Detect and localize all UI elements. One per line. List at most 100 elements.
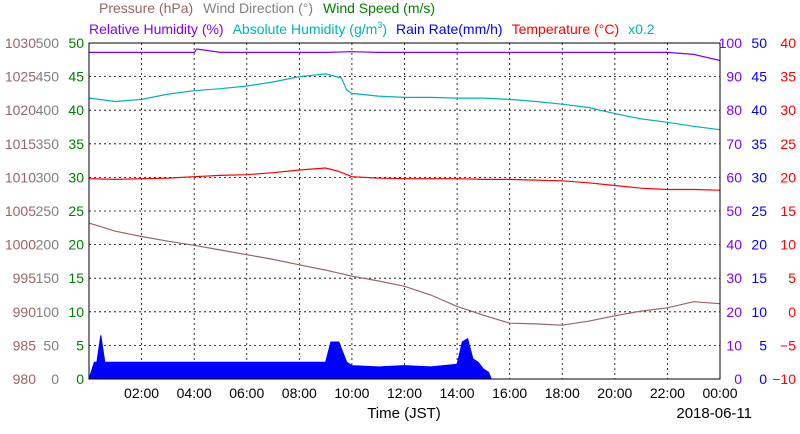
- tick-label-temperature: 10: [780, 237, 796, 253]
- series-rain-rate-mm-h: [88, 335, 615, 380]
- tick-label-temperature: 0: [788, 304, 796, 320]
- x-tick-label: 00:00: [702, 385, 737, 401]
- series-relative-humidity: [89, 48, 721, 62]
- plot-frame: [88, 42, 721, 380]
- tick-label-rain-rate: 5: [759, 337, 767, 353]
- tick-label-wind-direction: 250: [36, 203, 60, 219]
- tick-label-wind-speed: 40: [68, 102, 84, 118]
- tick-label-pressure: 1015: [5, 136, 36, 152]
- x-tick-label: 04:00: [177, 385, 212, 401]
- x-tick-label: 08:00: [282, 385, 317, 401]
- tick-label-pressure: 995: [13, 270, 37, 286]
- tick-label-temperature: 20: [780, 169, 796, 185]
- tick-label-wind-direction: 350: [36, 136, 60, 152]
- tick-label-wind-direction: 200: [36, 237, 60, 253]
- tick-label-relative-humidity: 50: [726, 203, 742, 219]
- tick-label-rain-rate: 40: [751, 102, 767, 118]
- legend-entry: Wind Speed (m/s): [323, 0, 435, 16]
- tick-label-relative-humidity: 20: [726, 304, 742, 320]
- tick-label-relative-humidity: 30: [726, 270, 742, 286]
- tick-label-pressure: 1005: [5, 203, 36, 219]
- x-axis-label: Time (JST): [367, 405, 441, 422]
- tick-label-wind-direction: 300: [36, 169, 60, 185]
- tick-label-pressure: 980: [13, 371, 37, 387]
- tick-label-wind-speed: 25: [68, 203, 84, 219]
- tick-label-relative-humidity: 10: [726, 337, 742, 353]
- tick-label-wind-direction: 400: [36, 102, 60, 118]
- tick-label-temperature: −5: [780, 337, 796, 353]
- x-tick-label: 22:00: [650, 385, 685, 401]
- date-label: 2018-06-11: [676, 405, 752, 422]
- tick-label-relative-humidity: 0: [734, 371, 742, 387]
- plot-area: [88, 48, 721, 380]
- tick-label-temperature: 15: [780, 203, 796, 219]
- series-temperature-c: [88, 167, 721, 191]
- legend-entry: Pressure (hPa): [99, 0, 193, 16]
- tick-label-rain-rate: 20: [751, 237, 767, 253]
- tick-label-wind-speed: 45: [68, 69, 84, 85]
- tick-label-wind-direction: 500: [36, 35, 60, 51]
- tick-label-relative-humidity: 60: [726, 169, 742, 185]
- x-tick-label: 02:00: [124, 385, 159, 401]
- legend-entry: x0.2: [628, 21, 655, 37]
- x-tick-label: 12:00: [387, 385, 422, 401]
- x-tick-label: 18:00: [545, 385, 580, 401]
- series-pressure-hpa: [88, 222, 721, 326]
- tick-label-pressure: 1020: [5, 102, 36, 118]
- tick-label-relative-humidity: 100: [719, 35, 743, 51]
- tick-label-rain-rate: 15: [751, 270, 767, 286]
- tick-label-wind-speed: 5: [76, 337, 84, 353]
- tick-label-pressure: 1030: [5, 35, 36, 51]
- series-absolute-humidity: [88, 73, 721, 131]
- tick-label-wind-speed: 30: [68, 169, 84, 185]
- tick-label-relative-humidity: 80: [726, 102, 742, 118]
- tick-label-pressure: 1010: [5, 169, 36, 185]
- right-axes: 0102030405060708090100051015202530354045…: [719, 35, 797, 387]
- tick-label-pressure: 985: [13, 337, 37, 353]
- tick-label-wind-speed: 15: [68, 270, 84, 286]
- tick-label-wind-speed: 0: [76, 371, 84, 387]
- tick-label-pressure: 1000: [5, 237, 36, 253]
- x-tick-label: 16:00: [492, 385, 527, 401]
- tick-label-rain-rate: 50: [751, 35, 767, 51]
- tick-label-wind-speed: 35: [68, 136, 84, 152]
- tick-label-relative-humidity: 40: [726, 237, 742, 253]
- tick-label-rain-rate: 45: [751, 69, 767, 85]
- x-tick-label: 20:00: [597, 385, 632, 401]
- tick-label-wind-direction: 0: [51, 371, 59, 387]
- tick-label-wind-speed: 10: [68, 304, 84, 320]
- legend: Pressure (hPa) Wind Direction (°) Wind Spe…: [89, 0, 655, 37]
- tick-label-pressure: 1025: [5, 69, 36, 85]
- legend-entry: Rain Rate(mm/h): [396, 21, 503, 37]
- tick-label-temperature: 5: [788, 270, 796, 286]
- tick-label-rain-rate: 10: [751, 304, 767, 320]
- x-tick-label: 14:00: [440, 385, 475, 401]
- legend-entry: Wind Direction (°): [203, 0, 313, 16]
- legend-entry: Absolute Humidity (g/m3): [233, 20, 387, 37]
- tick-label-temperature: 35: [780, 69, 796, 85]
- tick-label-wind-speed: 20: [68, 237, 84, 253]
- tick-label-temperature: −10: [772, 371, 796, 387]
- legend-entry: Temperature (°C): [512, 21, 620, 37]
- tick-label-wind-direction: 150: [36, 270, 60, 286]
- legend-entry: Relative Humidity (%): [89, 21, 224, 37]
- tick-label-wind-direction: 50: [43, 337, 59, 353]
- tick-label-rain-rate: 25: [751, 203, 767, 219]
- tick-label-temperature: 40: [780, 35, 796, 51]
- tick-label-temperature: 30: [780, 102, 796, 118]
- x-tick-label: 06:00: [229, 385, 264, 401]
- tick-label-wind-direction: 100: [36, 304, 60, 320]
- tick-label-relative-humidity: 90: [726, 69, 742, 85]
- x-axis: 02:00 04:00 06:00 08:00 10:00 12:00 14:00 16:00…: [124, 385, 738, 401]
- tick-label-rain-rate: 30: [751, 169, 767, 185]
- left-axes: 9809859909951000100510101015102010251030…: [5, 35, 84, 387]
- tick-label-relative-humidity: 70: [726, 136, 742, 152]
- tick-label-rain-rate: 0: [759, 371, 767, 387]
- tick-label-pressure: 990: [13, 304, 37, 320]
- tick-label-wind-speed: 50: [68, 35, 84, 51]
- tick-label-temperature: 25: [780, 136, 796, 152]
- grid: [89, 43, 720, 379]
- tick-label-rain-rate: 35: [751, 136, 767, 152]
- x-tick-label: 10:00: [334, 385, 369, 401]
